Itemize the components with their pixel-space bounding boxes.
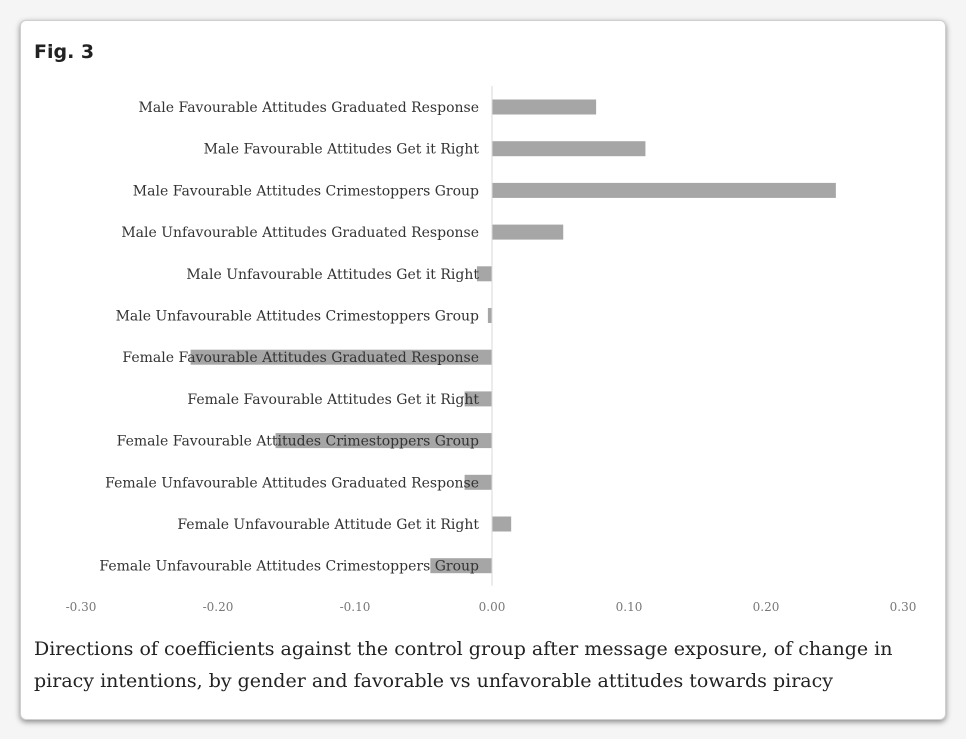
bar bbox=[492, 182, 836, 198]
bar bbox=[492, 224, 564, 240]
category-label: Male Unfavourable Attitudes Get it Right bbox=[186, 267, 479, 283]
category-label: Female Unfavourable Attitudes Graduated … bbox=[105, 475, 479, 491]
bar bbox=[492, 516, 512, 532]
category-label: Male Unfavourable Attitudes Graduated Re… bbox=[121, 225, 479, 241]
bar bbox=[492, 99, 597, 115]
category-label: Male Unfavourable Attitudes Crimestopper… bbox=[116, 309, 479, 325]
x-tick-label: 0.00 bbox=[479, 600, 506, 614]
category-label: Female Unfavourable Attitudes Crimestopp… bbox=[99, 559, 479, 575]
bar bbox=[464, 391, 492, 407]
category-label: Male Favourable Attitudes Crimestoppers … bbox=[133, 183, 479, 199]
bar bbox=[487, 308, 492, 323]
bar bbox=[275, 433, 492, 449]
category-label: Male Favourable Attitudes Get it Right bbox=[204, 142, 480, 158]
bar bbox=[492, 141, 646, 157]
bar bbox=[476, 266, 492, 282]
x-tick-label: -0.30 bbox=[66, 600, 97, 614]
x-tick-label: 0.30 bbox=[890, 600, 917, 614]
category-label: Female Favourable Attitudes Crimestopper… bbox=[117, 434, 479, 450]
x-tick-label: 0.10 bbox=[616, 600, 643, 614]
figure-label: Fig. 3 bbox=[34, 41, 95, 63]
category-label: Male Favourable Attitudes Graduated Resp… bbox=[139, 100, 479, 116]
x-tick-labels-layer: -0.30 -0.20 -0.10 0.00 0.10 0.20 0.30 bbox=[66, 600, 917, 614]
category-label: Female Favourable Attitudes Graduated Re… bbox=[122, 350, 479, 366]
bar bbox=[464, 474, 492, 490]
category-labels-layer: Male Favourable Attitudes Graduated Resp… bbox=[99, 100, 479, 575]
x-tick-label: -0.20 bbox=[203, 600, 234, 614]
bar bbox=[190, 349, 492, 365]
figure-caption: Directions of coefficients against the c… bbox=[34, 638, 893, 692]
figure-card: Fig. 3 Male Favourable Attitudes Graduat… bbox=[20, 20, 946, 720]
bar-chart: Male Favourable Attitudes Graduated Resp… bbox=[66, 86, 917, 614]
bar bbox=[430, 558, 492, 574]
category-label: Female Favourable Attitudes Get it Right bbox=[187, 392, 479, 408]
bars-layer bbox=[190, 99, 836, 574]
x-tick-label: -0.10 bbox=[340, 600, 371, 614]
x-tick-label: 0.20 bbox=[753, 600, 780, 614]
category-label: Female Unfavourable Attitude Get it Righ… bbox=[177, 517, 479, 533]
